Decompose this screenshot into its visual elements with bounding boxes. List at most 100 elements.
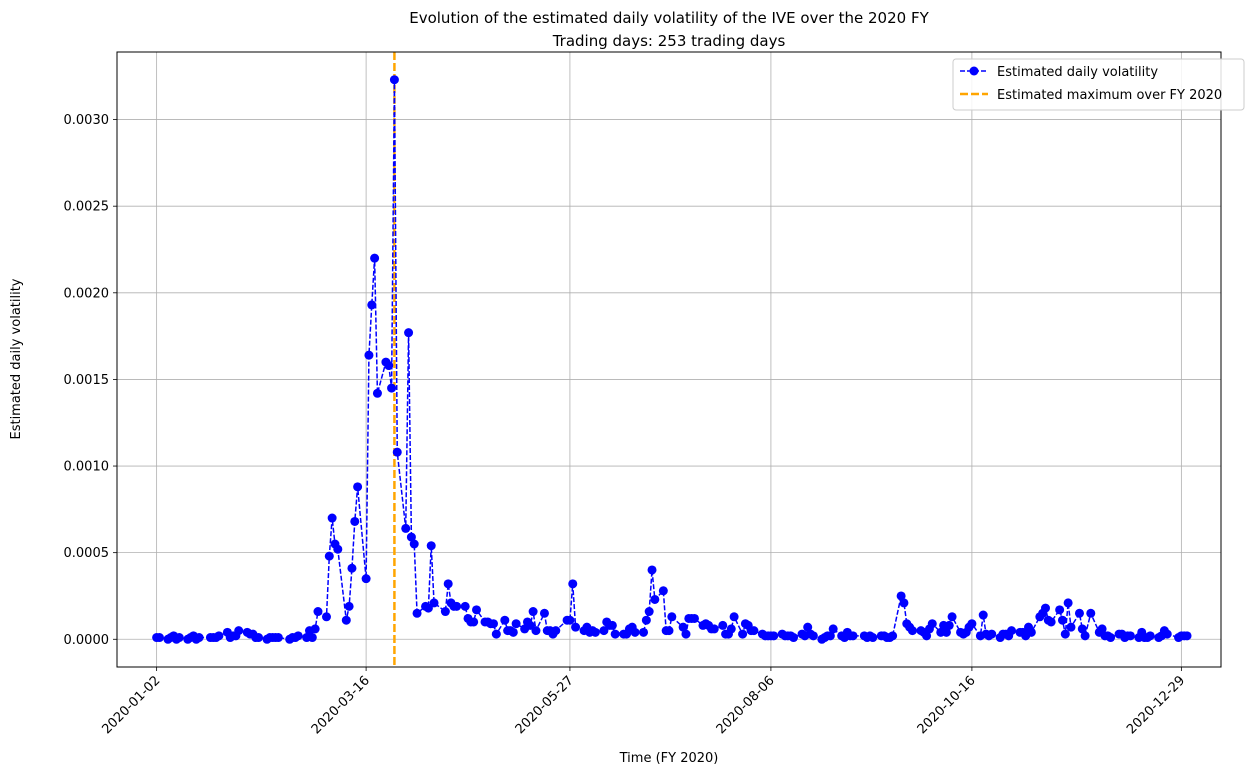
volatility-point <box>987 629 997 639</box>
volatility-point <box>372 388 382 398</box>
volatility-point <box>907 626 917 636</box>
y-tick-label: 0.0025 <box>64 200 110 215</box>
volatility-point <box>639 627 649 637</box>
volatility-point <box>1060 629 1070 639</box>
legend: Estimated daily volatility Estimated max… <box>952 58 1245 111</box>
volatility-point <box>460 601 470 611</box>
volatility-point <box>531 626 541 636</box>
volatility-point <box>689 613 699 623</box>
volatility-point <box>370 253 380 263</box>
volatility-point <box>1066 622 1076 632</box>
y-tick-label: 0.0030 <box>64 113 110 128</box>
volatility-point <box>412 608 422 618</box>
volatility-point <box>1125 631 1135 641</box>
volatility-point <box>1097 624 1107 634</box>
volatility-point <box>500 615 510 625</box>
volatility-point <box>539 608 549 618</box>
volatility-point <box>310 624 320 634</box>
volatility-point <box>293 631 303 641</box>
volatility-point <box>525 620 535 630</box>
volatility-point <box>667 612 677 622</box>
y-tick-label: 0.0015 <box>64 373 110 388</box>
volatility-point <box>944 620 954 630</box>
y-tick-label: 0.0005 <box>64 546 110 561</box>
volatility-point <box>610 629 620 639</box>
volatility-point <box>347 563 357 573</box>
volatility-point <box>154 633 164 643</box>
volatility-point <box>922 631 932 641</box>
volatility-point <box>214 631 224 641</box>
volatility-point <box>599 626 609 636</box>
volatility-point <box>307 633 317 643</box>
volatility-point <box>729 612 739 622</box>
volatility-point <box>389 75 399 85</box>
volatility-point <box>511 619 521 629</box>
volatility-point <box>234 626 244 636</box>
volatility-point <box>644 607 654 617</box>
volatility-point <box>423 603 433 613</box>
volatility-point <box>353 482 363 492</box>
volatility-point <box>941 627 951 637</box>
volatility-point <box>333 544 343 554</box>
series-layer <box>152 75 1192 644</box>
volatility-point <box>978 610 988 620</box>
volatility-point <box>718 620 728 630</box>
volatility-point <box>429 598 439 608</box>
volatility-point <box>401 523 411 533</box>
volatility-point <box>1046 617 1056 627</box>
volatility-point <box>607 620 617 630</box>
volatility-point <box>726 624 736 634</box>
volatility-point <box>508 627 518 637</box>
volatility-point <box>1077 624 1087 634</box>
volatility-point <box>828 624 838 634</box>
volatility-point <box>1040 603 1050 613</box>
volatility-point <box>174 633 184 643</box>
volatility-point <box>384 361 394 371</box>
legend-label-maximum: Estimated maximum over FY 2020 <box>997 88 1222 103</box>
legend-label-volatility: Estimated daily volatility <box>997 65 1158 80</box>
y-tick-label: 0.0010 <box>64 460 110 475</box>
volatility-point <box>426 541 436 551</box>
volatility-point <box>367 300 377 310</box>
chart-subtitle: Trading days: 253 trading days <box>552 32 786 50</box>
volatility-point <box>749 626 759 636</box>
volatility-point <box>641 615 651 625</box>
legend-marker-volatility <box>969 66 979 76</box>
volatility-point <box>825 631 835 641</box>
volatility-point <box>896 591 906 601</box>
volatility-point <box>678 622 688 632</box>
legend-box <box>952 58 1245 111</box>
grid-lines <box>117 52 1221 667</box>
volatility-point <box>1055 605 1065 615</box>
volatility-point <box>387 383 397 393</box>
volatility-point <box>1007 626 1017 636</box>
volatility-point <box>194 633 204 643</box>
volatility-point <box>967 619 977 629</box>
volatility-point <box>341 615 351 625</box>
volatility-point <box>361 574 371 584</box>
volatility-point <box>440 607 450 617</box>
volatility-point <box>1057 615 1067 625</box>
volatility-point <box>1063 598 1073 608</box>
volatility-point <box>324 551 334 561</box>
volatility-point <box>681 629 691 639</box>
volatility-point <box>1106 633 1116 643</box>
volatility-point <box>443 579 453 589</box>
volatility-point <box>491 629 501 639</box>
volatility-point <box>738 629 748 639</box>
volatility-point <box>658 586 668 596</box>
volatility-point <box>364 350 374 360</box>
volatility-point <box>888 631 898 641</box>
volatility-point <box>313 607 323 617</box>
plot-frame <box>116 51 1222 668</box>
volatility-point <box>568 579 578 589</box>
volatility-point <box>590 627 600 637</box>
volatility-point <box>630 627 640 637</box>
volatility-point <box>1086 608 1096 618</box>
volatility-point <box>1145 631 1155 641</box>
volatility-point <box>254 633 264 643</box>
volatility-point <box>565 615 575 625</box>
